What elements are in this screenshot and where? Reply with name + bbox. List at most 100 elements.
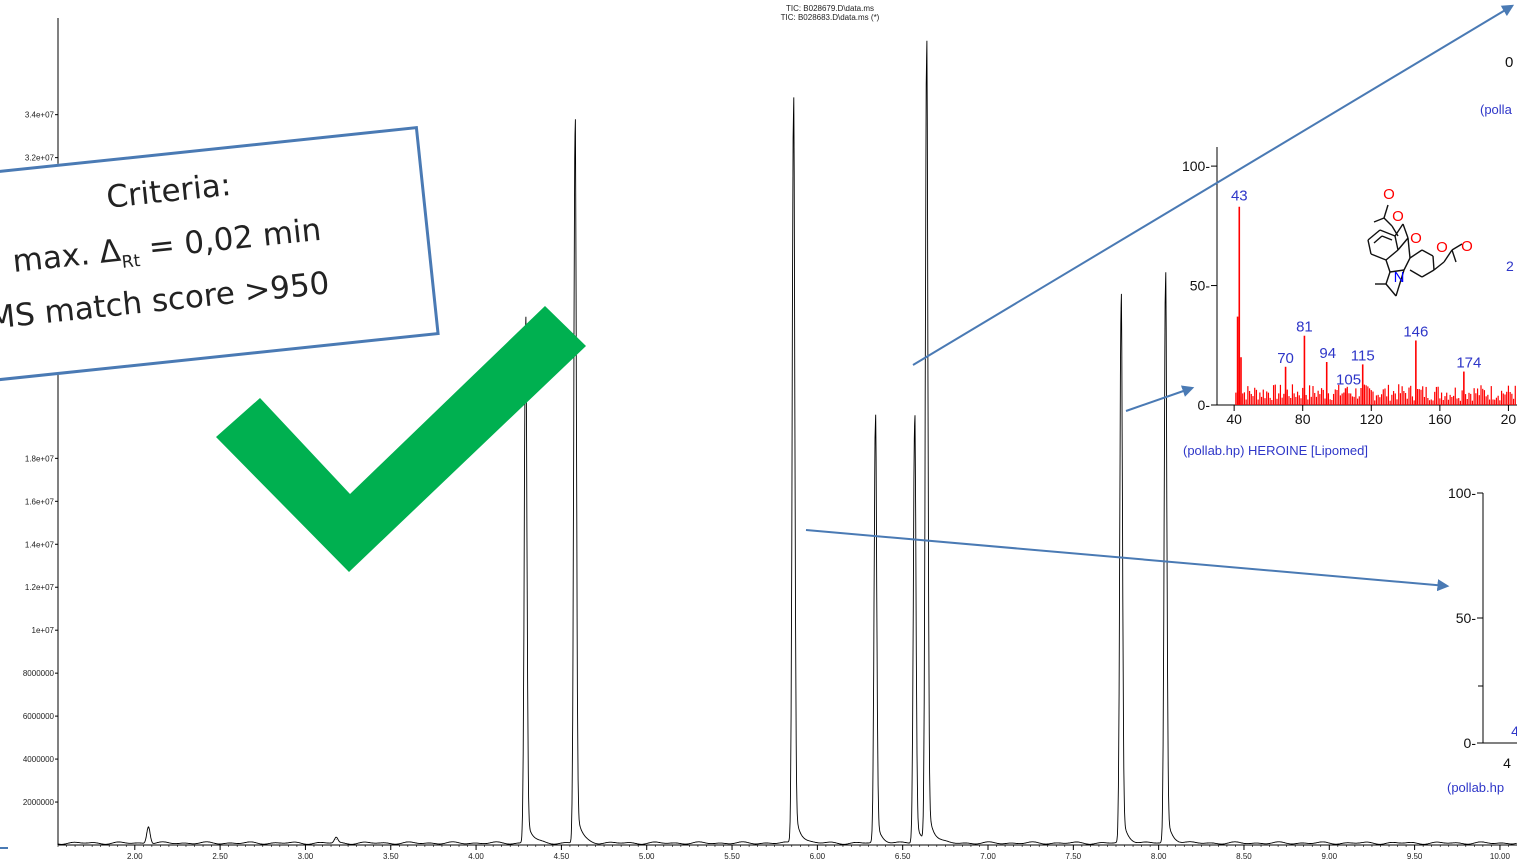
spectrum-peak-label: 146 <box>1403 324 1428 341</box>
y-tick-label: 1.4e+07 <box>25 540 55 549</box>
spectrum-y-tick-label: 0- <box>1198 397 1211 413</box>
structure-atom-o: O <box>1383 186 1395 203</box>
structure-bond <box>1379 229 1396 237</box>
spectrum-peak-label: 81 <box>1296 319 1313 336</box>
structure-bond <box>1443 249 1453 263</box>
structure-bond <box>1385 271 1391 285</box>
chromatogram-peak <box>914 425 916 427</box>
x-tick-label: 2.50 <box>212 852 228 861</box>
structure-bond <box>1421 269 1435 278</box>
structure-bond <box>1373 235 1383 244</box>
structure-bond <box>1385 283 1397 297</box>
x-tick-label: 9.00 <box>1322 852 1338 861</box>
chromatogram-peak <box>874 425 876 427</box>
structure-bond <box>1370 253 1387 261</box>
chromatogram-peak <box>1120 307 1122 309</box>
y-tick-label: 3.4e+07 <box>25 111 55 120</box>
structure-bond <box>1451 243 1463 251</box>
top-right-text: 0 <box>1505 54 1514 71</box>
x-tick-label: 2.00 <box>127 852 143 861</box>
structure-bond <box>1367 239 1372 255</box>
structure-bond <box>1391 225 1399 237</box>
structure-bond <box>1397 237 1409 251</box>
criteria-rt-prefix: max. Δ <box>10 232 123 280</box>
lower-y-tick-label: 100- <box>1448 485 1476 501</box>
structure-bond <box>1389 269 1405 273</box>
x-tick-label: 6.50 <box>895 852 911 861</box>
structure-bond <box>1367 229 1381 241</box>
criteria-rt-sub: Rt <box>120 250 142 273</box>
structure-bond <box>1383 217 1393 227</box>
y-tick-label: 2000000 <box>23 798 55 807</box>
structure-atom-o: O <box>1461 238 1473 255</box>
y-tick-label: 4000000 <box>23 755 55 764</box>
x-tick-label: 7.00 <box>980 852 996 861</box>
partial-spectrum-lower: 100- 50- 0- 44 <box>1448 485 1517 771</box>
x-tick-label: 4.00 <box>468 852 484 861</box>
x-tick-label: 3.00 <box>298 852 314 861</box>
y-tick-label: 3.2e+07 <box>25 154 55 163</box>
chromatogram-peak <box>335 839 337 841</box>
chromatogram-peak <box>574 135 576 137</box>
structure-atom-o: O <box>1410 230 1422 247</box>
arrow-to-heroine-spectrum <box>1125 385 1195 412</box>
trace-title-1: TIC: B028679.D\data.ms <box>785 4 875 13</box>
spectrum-y-tick-label: 100- <box>1182 158 1210 174</box>
structure-bond <box>1394 235 1399 251</box>
tic-trace <box>58 40 1517 845</box>
lower-caption: (pollab.hp <box>1447 780 1505 795</box>
chromatogram: 2.00 2.50 3.00 3.50 4.00 4.50 5.00 5.50 6.00 6.50… <box>23 18 1517 861</box>
y-tick-label: 1e+07 <box>32 626 55 635</box>
criteria-title: Criteria: <box>104 166 233 216</box>
x-tick-label: 10.00 <box>1490 852 1511 861</box>
top-right-caption: (polla <box>1480 102 1512 117</box>
mid-right-text: 2 <box>1506 258 1514 274</box>
spectrum-peak-label: 174 <box>1456 355 1481 372</box>
y-tick-label: 1.6e+07 <box>25 497 55 506</box>
y-tick-label: 1.2e+07 <box>25 583 55 592</box>
structure-bond <box>1395 269 1405 297</box>
annotation-overlay <box>0 4 1515 849</box>
x-tick-label: 5.00 <box>639 852 655 861</box>
x-tick-label: 7.50 <box>1066 852 1082 861</box>
structure-bond <box>1385 249 1399 261</box>
checkmark-icon <box>216 306 586 572</box>
y-tick-label: 1.8e+07 <box>25 454 55 463</box>
lower-peak-label: 4 <box>1511 723 1517 739</box>
y-tick-label: 8000000 <box>23 669 55 678</box>
structure-atom-o: O <box>1436 239 1448 256</box>
x-tick-label: 9.50 <box>1407 852 1423 861</box>
structure-bond <box>1421 249 1434 257</box>
spectrum-x-tick-label: 120 <box>1360 411 1384 427</box>
structure-bond <box>1433 261 1445 271</box>
spectrum-peak-label: 115 <box>1351 347 1375 364</box>
structure-bond <box>1451 249 1457 263</box>
arrow-to-top-spectrum <box>912 4 1515 366</box>
structure-bond <box>1381 235 1393 241</box>
x-tick-label: 3.50 <box>383 852 399 861</box>
spectrum-peak-label: 43 <box>1231 188 1248 205</box>
structure-atom-o: O <box>1392 208 1404 225</box>
structure-bond <box>1407 237 1411 259</box>
x-tick-label: 6.00 <box>810 852 826 861</box>
lower-x-tick-label: 4 <box>1503 755 1511 771</box>
spectrum-x-tick-label: 80 <box>1295 411 1311 427</box>
arrow-to-lower-spectrum <box>805 529 1450 592</box>
spectrum-x-tick-label: 160 <box>1428 411 1452 427</box>
structure-bond <box>1403 257 1411 271</box>
spectrum-peak-label: 105 <box>1336 371 1361 388</box>
x-tick-label: 8.50 <box>1236 852 1252 861</box>
spectrum-x-tick-label: 40 <box>1226 411 1242 427</box>
structure-bond <box>1409 249 1423 259</box>
structure-bond <box>1373 217 1385 223</box>
x-tick-label: 8.00 <box>1151 852 1167 861</box>
structure-bond <box>1409 269 1423 278</box>
structure-bond <box>1383 204 1389 219</box>
spectrum-y-tick-label: 50- <box>1190 278 1211 294</box>
spectrum-caption: (pollab.hp) HEROINE [Lipomed] <box>1183 443 1368 458</box>
chromatogram-peak <box>926 60 927 62</box>
y-tick-label: 6000000 <box>23 712 55 721</box>
structure-bond <box>1385 259 1391 273</box>
